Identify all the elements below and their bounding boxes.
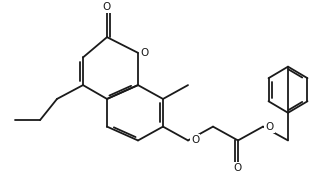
Text: O: O <box>103 2 111 12</box>
Text: O: O <box>141 48 149 58</box>
Text: O: O <box>191 135 199 145</box>
Text: O: O <box>265 122 274 132</box>
Text: O: O <box>234 163 242 173</box>
